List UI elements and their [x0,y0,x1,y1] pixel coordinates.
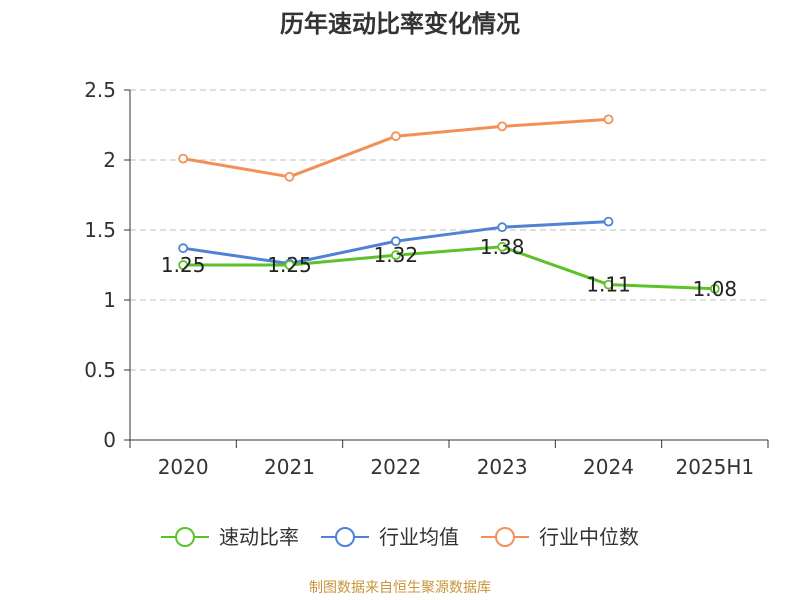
legend-marker-icon [175,527,195,547]
series-line [181,117,610,179]
data-label: 1.11 [586,273,631,297]
x-tick-label: 2025H1 [675,455,754,479]
y-tick-label: 1.5 [84,218,116,242]
data-point [603,114,614,125]
data-point [178,260,189,270]
y-tick-label: 0 [103,428,116,452]
legend-label: 行业均值 [379,525,459,549]
data-point [497,121,508,132]
data-label: 1.25 [267,253,312,277]
data-point [284,171,295,182]
x-tick-label: 2020 [158,455,209,479]
legend: 速动比率 行业均值 行业中位数 [161,525,639,549]
source-note: 制图数据来自恒生聚源数据库 [309,580,491,596]
legend-item: 行业中位数 [481,525,639,549]
legend-marker-icon [335,527,355,547]
x-tick-label: 2021 [264,455,315,479]
legend-item: 速动比率 [161,525,299,549]
x-tick-label: 2022 [370,455,421,479]
legend-label: 速动比率 [219,525,299,549]
x-tick-label: 2023 [477,455,528,479]
legend-marker-icon [495,527,515,547]
data-point [284,260,295,270]
y-tick-label: 0.5 [84,358,116,382]
data-point [603,279,614,290]
series-line [181,245,717,291]
data-point [178,243,189,254]
x-tick-label: 2024 [583,455,634,479]
series-lines [178,114,720,294]
data-point [497,241,508,252]
y-tick-label: 2 [103,148,116,172]
data-label: 1.08 [693,277,738,301]
data-label: 1.25 [161,253,206,277]
data-point [709,283,720,294]
data-point [603,216,614,227]
grid-lines [130,89,768,371]
data-point [390,131,401,142]
data-labels: 1.25 1.25 1.32 1.38 1.11 1.08 [161,235,737,301]
data-point [178,153,189,164]
legend-label: 行业中位数 [539,525,639,549]
y-tick-label: 1 [103,288,116,312]
axes: 0 0.5 1 1.5 2 2.5 2020 2021 2022 2023 2024 2025H1 [84,78,769,479]
data-point [390,236,401,247]
data-point [497,222,508,233]
y-tick-label: 2.5 [84,78,116,102]
data-label: 1.32 [374,243,419,267]
legend-item: 行业均值 [321,525,459,549]
data-label: 1.38 [480,235,525,259]
chart-title: 历年速动比率变化情况 [280,10,520,38]
data-point [390,250,401,261]
